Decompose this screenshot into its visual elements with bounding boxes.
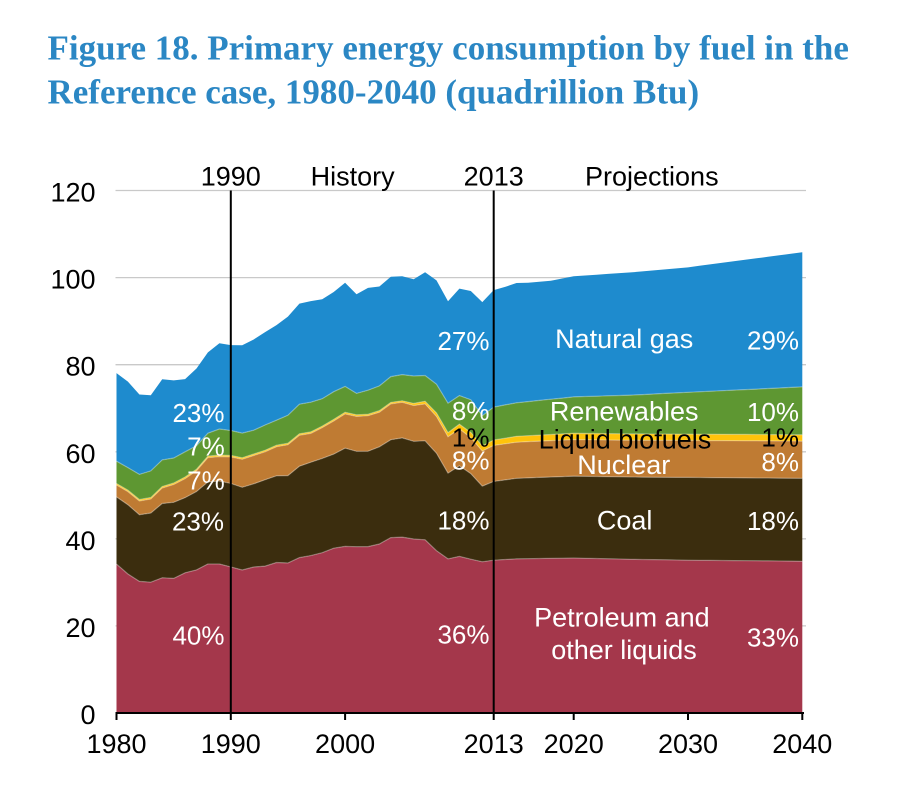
svg-text:27%: 27% [437, 326, 489, 356]
svg-text:Projections: Projections [585, 161, 719, 191]
svg-text:7%: 7% [187, 465, 225, 495]
svg-text:2040: 2040 [772, 729, 832, 759]
svg-text:18%: 18% [747, 506, 799, 536]
svg-text:18%: 18% [437, 506, 489, 536]
svg-text:1%: 1% [452, 423, 490, 453]
svg-text:Reference case, 1980-2040 (qua: Reference case, 1980-2040 (quadrillion B… [48, 72, 700, 111]
svg-text:2013: 2013 [464, 161, 524, 191]
svg-text:History: History [311, 161, 396, 191]
svg-text:Petroleum and: Petroleum and [534, 603, 710, 633]
svg-text:10%: 10% [747, 397, 799, 427]
svg-text:36%: 36% [437, 620, 489, 650]
svg-text:Liquid biofuels: Liquid biofuels [539, 424, 712, 454]
svg-text:40: 40 [65, 526, 95, 556]
svg-text:2020: 2020 [544, 729, 604, 759]
svg-text:20: 20 [65, 613, 95, 643]
svg-text:29%: 29% [747, 326, 799, 356]
svg-text:Natural gas: Natural gas [555, 324, 693, 354]
svg-text:120: 120 [50, 178, 95, 208]
svg-text:33%: 33% [747, 622, 799, 652]
svg-text:2013: 2013 [464, 729, 524, 759]
svg-text:2030: 2030 [658, 729, 718, 759]
svg-text:23%: 23% [172, 398, 224, 428]
svg-text:0: 0 [80, 700, 95, 730]
svg-text:8%: 8% [761, 447, 799, 477]
svg-text:Figure 18. Primary energy cons: Figure 18. Primary energy consumption by… [48, 29, 849, 68]
svg-text:Nuclear: Nuclear [577, 450, 670, 480]
svg-text:60: 60 [65, 439, 95, 469]
svg-text:8%: 8% [452, 446, 490, 476]
svg-text:23%: 23% [172, 506, 224, 536]
svg-text:2000: 2000 [315, 729, 375, 759]
svg-text:8%: 8% [452, 396, 490, 426]
svg-text:7%: 7% [187, 431, 225, 461]
svg-text:40%: 40% [172, 621, 224, 651]
svg-text:1990: 1990 [201, 161, 261, 191]
svg-text:80: 80 [65, 352, 95, 382]
svg-text:100: 100 [50, 265, 95, 295]
svg-text:Renewables: Renewables [550, 397, 699, 427]
svg-text:1980: 1980 [86, 729, 146, 759]
svg-text:other liquids: other liquids [551, 635, 697, 665]
svg-text:1%: 1% [761, 423, 799, 453]
svg-text:Coal: Coal [597, 505, 653, 535]
svg-text:1990: 1990 [201, 729, 261, 759]
